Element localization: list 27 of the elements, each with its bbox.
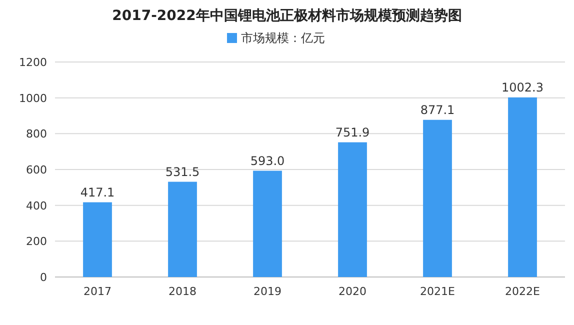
data-label: 531.5 xyxy=(165,164,200,179)
x-tick-label: 2020 xyxy=(338,285,366,298)
x-tick-label: 2018 xyxy=(168,285,196,298)
bar xyxy=(508,97,537,277)
y-tick-label: 1000 xyxy=(19,92,47,105)
y-tick-label: 400 xyxy=(26,199,47,212)
chart-title: 2017-2022年中国锂电池正极材料市场规模预测趋势图 xyxy=(112,7,462,24)
y-tick-label: 800 xyxy=(26,128,47,141)
x-tick-label: 2019 xyxy=(254,285,282,298)
bar xyxy=(423,120,452,277)
y-tick-label: 1200 xyxy=(19,56,47,69)
y-tick-label: 600 xyxy=(26,164,47,176)
data-label: 751.9 xyxy=(335,125,370,140)
data-label: 593.0 xyxy=(250,154,285,168)
x-tick-label: 2022E xyxy=(505,285,540,298)
data-label: 1002.3 xyxy=(502,80,544,94)
x-tick-label: 2017 xyxy=(84,285,112,298)
y-tick-label: 200 xyxy=(26,235,47,248)
bar xyxy=(253,170,282,277)
bar xyxy=(83,202,112,277)
bar xyxy=(168,182,197,277)
data-label: 877.1 xyxy=(420,102,455,117)
legend-label: 市场规模：亿元 xyxy=(241,31,325,45)
x-tick-label: 2021E xyxy=(420,285,456,298)
data-label: 417.1 xyxy=(80,185,115,200)
bar xyxy=(338,142,367,277)
y-tick-label: 0 xyxy=(40,271,47,284)
